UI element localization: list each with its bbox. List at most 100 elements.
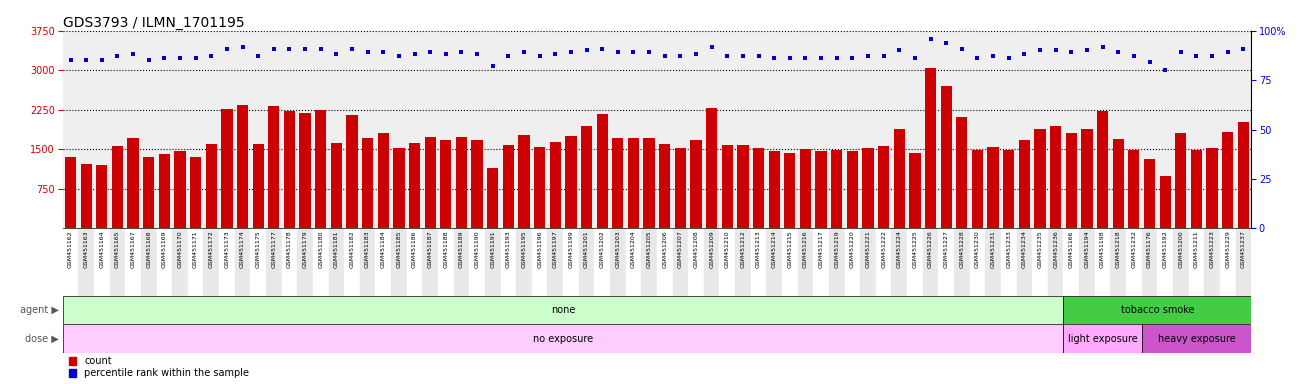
Text: tobacco smoke: tobacco smoke: [1121, 305, 1194, 315]
Point: [686, 51, 707, 58]
Point: [827, 55, 848, 61]
Bar: [205, 144, 217, 228]
Point: [138, 57, 159, 63]
Bar: [377, 132, 389, 228]
Bar: [628, 138, 639, 228]
Text: GSM451231: GSM451231: [991, 230, 995, 268]
Bar: [1047, 228, 1063, 296]
Text: GSM451227: GSM451227: [944, 230, 948, 268]
Text: GSM451180: GSM451180: [319, 230, 323, 268]
Bar: [157, 228, 172, 296]
Text: GSM451183: GSM451183: [366, 230, 370, 268]
Bar: [641, 228, 657, 296]
Bar: [1141, 228, 1157, 296]
Bar: [375, 228, 390, 296]
Text: GSM451187: GSM451187: [427, 230, 432, 268]
Bar: [547, 228, 563, 296]
Text: GSM451236: GSM451236: [1053, 230, 1058, 268]
Text: GSM451179: GSM451179: [303, 230, 308, 268]
Bar: [204, 228, 219, 296]
Bar: [485, 228, 500, 296]
Bar: [313, 228, 329, 296]
Bar: [438, 228, 453, 296]
Text: GSM451223: GSM451223: [1209, 230, 1215, 268]
Point: [780, 55, 801, 61]
Bar: [956, 117, 968, 228]
Point: [279, 45, 300, 51]
Text: GSM451171: GSM451171: [193, 230, 199, 268]
Bar: [892, 228, 908, 296]
Point: [248, 53, 269, 60]
Bar: [940, 86, 952, 228]
Point: [748, 53, 769, 60]
Bar: [78, 228, 94, 296]
Bar: [782, 228, 798, 296]
Point: [607, 50, 628, 56]
Text: GSM451176: GSM451176: [1147, 230, 1152, 268]
Bar: [221, 109, 232, 228]
Point: [357, 50, 377, 56]
Bar: [63, 296, 1063, 324]
Bar: [359, 228, 375, 296]
Bar: [751, 228, 767, 296]
Point: [1123, 53, 1144, 60]
Bar: [1079, 228, 1094, 296]
Bar: [784, 153, 795, 228]
Point: [670, 53, 691, 60]
Point: [1217, 50, 1238, 56]
Point: [889, 47, 910, 53]
Bar: [315, 110, 326, 228]
Point: [107, 53, 128, 60]
Point: [1233, 45, 1254, 51]
Point: [982, 53, 1003, 60]
Point: [1013, 51, 1034, 58]
Bar: [266, 228, 282, 296]
Bar: [440, 141, 452, 228]
Text: GSM451192: GSM451192: [1162, 230, 1168, 268]
Text: GSM451209: GSM451209: [709, 230, 714, 268]
Bar: [1094, 228, 1110, 296]
Point: [592, 45, 613, 51]
Point: [951, 45, 972, 51]
Text: GSM451182: GSM451182: [350, 230, 354, 268]
Text: GSM451173: GSM451173: [225, 230, 230, 268]
Text: GSM451191: GSM451191: [490, 230, 495, 268]
Bar: [471, 141, 483, 228]
Bar: [362, 138, 374, 228]
Bar: [876, 228, 892, 296]
Point: [1029, 47, 1050, 53]
Text: GSM451164: GSM451164: [99, 230, 104, 268]
Text: GSM451204: GSM451204: [631, 230, 636, 268]
Bar: [707, 108, 717, 228]
Text: GSM451214: GSM451214: [772, 230, 777, 268]
Bar: [141, 228, 157, 296]
Text: GSM451232: GSM451232: [1131, 230, 1136, 268]
Text: heavy exposure: heavy exposure: [1157, 334, 1235, 344]
Text: GSM451190: GSM451190: [474, 230, 479, 268]
Text: GSM451218: GSM451218: [1115, 230, 1121, 268]
Bar: [97, 165, 107, 228]
Bar: [688, 228, 704, 296]
Bar: [110, 228, 125, 296]
Text: GSM451185: GSM451185: [397, 230, 401, 268]
Bar: [1128, 151, 1140, 228]
Point: [326, 51, 347, 58]
Bar: [1066, 132, 1077, 228]
Bar: [985, 228, 1000, 296]
Bar: [128, 138, 138, 228]
Point: [654, 53, 675, 60]
Point: [264, 45, 285, 51]
Bar: [112, 146, 123, 228]
Point: [76, 57, 97, 63]
Point: [1155, 67, 1175, 73]
Bar: [1157, 228, 1173, 296]
Bar: [503, 145, 515, 228]
Bar: [768, 151, 780, 228]
Point: [623, 50, 644, 56]
Text: GSM451216: GSM451216: [803, 230, 808, 268]
Text: none: none: [551, 305, 575, 315]
Bar: [908, 228, 923, 296]
Bar: [862, 148, 874, 228]
Bar: [754, 148, 764, 228]
Point: [404, 51, 424, 58]
